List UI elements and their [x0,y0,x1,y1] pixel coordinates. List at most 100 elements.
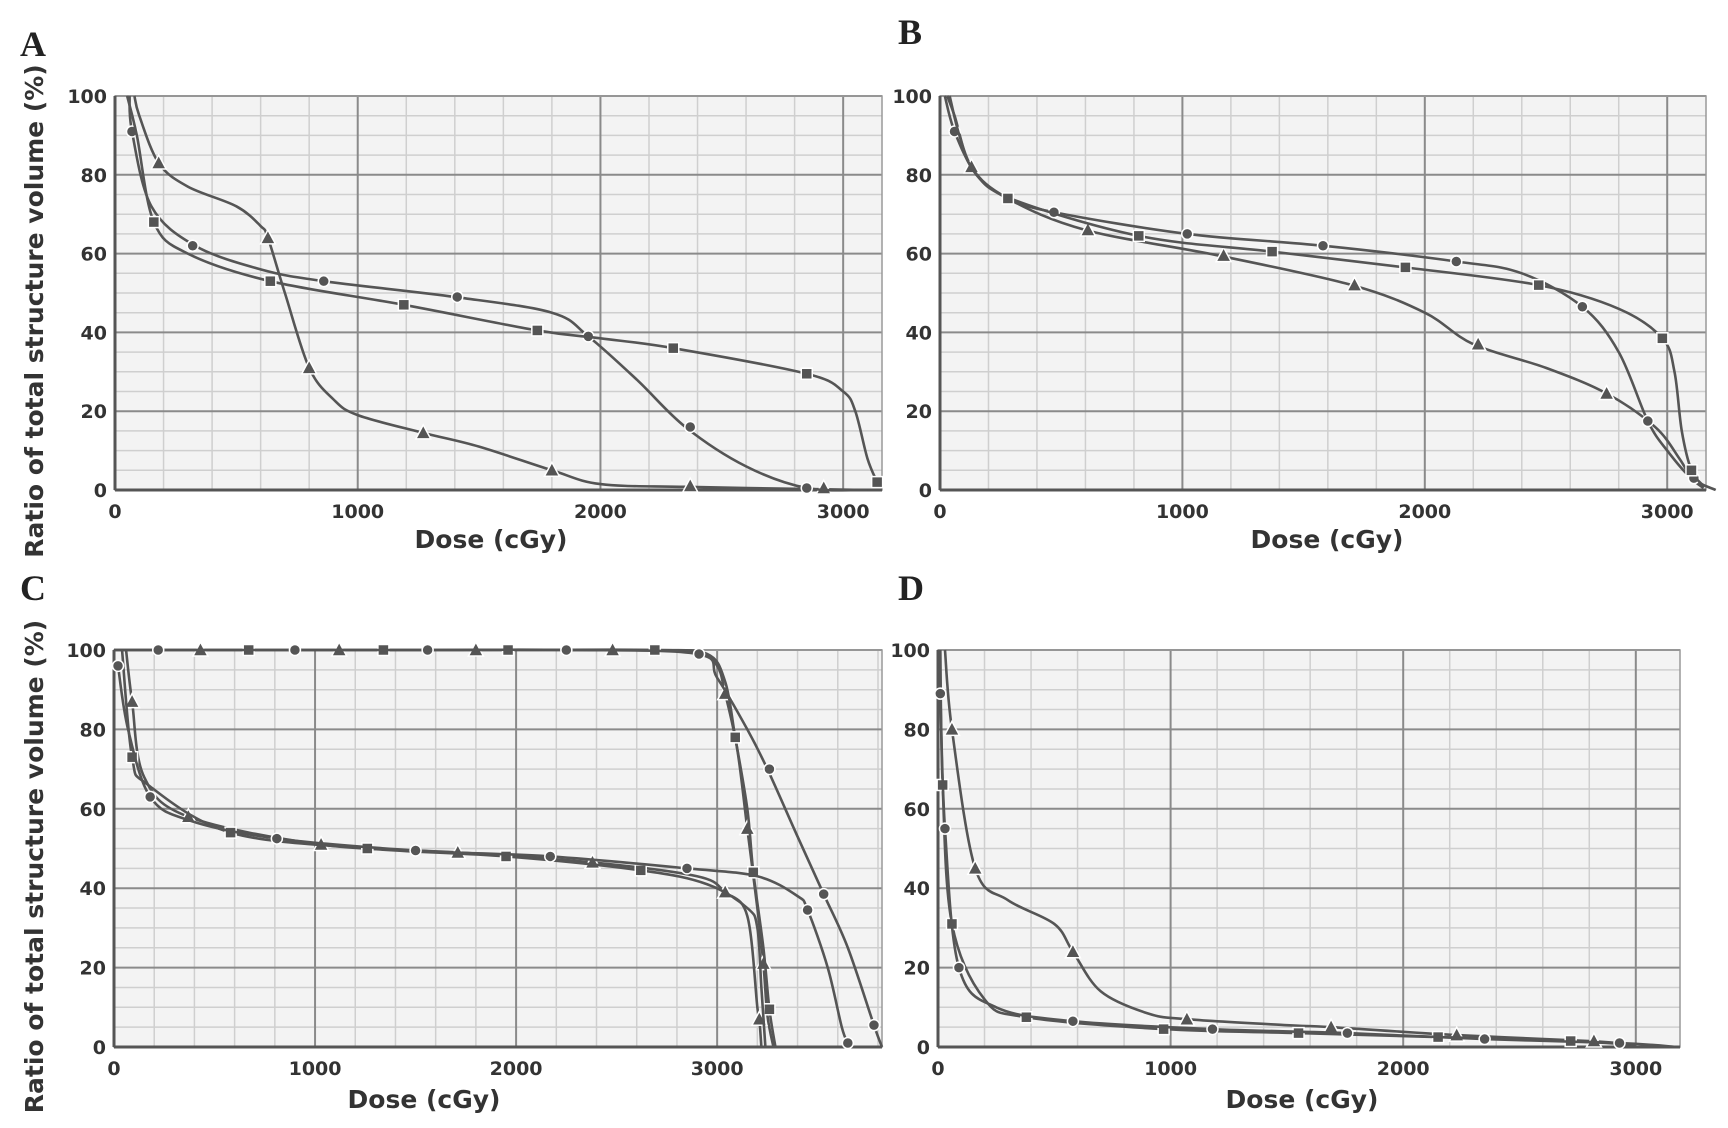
data-point-square [1399,261,1412,274]
data-point-circle [867,1018,881,1032]
y-tick-label: 0 [919,480,932,502]
x-tick-label: 0 [933,501,946,523]
data-point-circle [817,887,830,901]
x-tick-label: 3000 [1609,1058,1662,1080]
series-circle [934,649,1678,1050]
data-point-triangle [1469,334,1487,351]
x-tick-label: 0 [108,501,121,523]
panel-letter: D [898,568,924,608]
data-point-circle [763,762,776,776]
data-point-square [1157,1022,1170,1036]
data-point-circle [1316,239,1330,252]
y-tick-label: 100 [890,640,930,662]
data-point-circle [151,643,165,657]
data-point-circle [317,274,330,288]
y-tick-label: 20 [904,958,930,980]
x-tick-label: 2000 [490,1058,543,1080]
panel-a: A 0 1000 2000 3000 0 20 40 60 80 100 Dose (cGy) Rati… [20,24,884,558]
data-point-triangle [1064,942,1082,959]
data-point-circle [1341,1026,1354,1040]
y-tick-label: 0 [94,480,107,502]
data-point-square [1685,464,1698,477]
panel-letter: B [898,12,922,52]
data-point-square [728,731,742,744]
data-point-square [125,750,139,764]
data-point-triangle [738,819,757,836]
data-point-square [1532,278,1545,292]
data-point-triangle [259,228,277,245]
y-tick-label: 60 [906,244,932,266]
y-tick-label: 60 [904,799,930,821]
panel-b: B 0 1000 2000 3000 0 20 40 60 80 100 Dose (cGy) [892,12,1717,554]
y-tick-label: 20 [906,401,932,423]
y-tick-label: 100 [892,86,932,108]
data-point-triangle [1345,275,1364,292]
data-point-circle [288,643,302,657]
data-point-square [870,475,884,489]
x-tick-label: 2000 [1398,501,1451,523]
panel-letter: A [20,24,46,64]
x-axis-title: Dose (cGy) [1251,525,1404,554]
data-point-triangle [149,153,168,170]
data-point-square [1292,1026,1305,1040]
data-point-circle [841,1036,855,1050]
data-point-circle [1641,414,1655,428]
y-tick-label: 20 [80,958,106,980]
series-triangle [133,95,868,495]
series-square [948,95,1705,487]
data-point-circle [952,961,966,974]
data-point-circle [800,481,814,495]
data-point-square [763,1003,776,1016]
data-point-square [1132,229,1146,243]
x-tick-label: 0 [107,1058,120,1080]
data-point-square [1656,332,1669,345]
x-tick-label: 3000 [691,1058,744,1080]
series-circle [111,659,855,1050]
data-point-circle [1450,255,1463,268]
y-axis-title: Ratio of total structure volume (%) [20,64,49,557]
y-tick-label: 40 [81,322,107,344]
data-point-circle [450,290,464,304]
x-tick-label: 1000 [1156,501,1209,523]
data-point-circle [186,239,199,252]
data-point-circle [801,903,814,917]
data-point-triangle [414,423,433,440]
data-point-circle [1613,1036,1626,1050]
data-point-triangle [1597,383,1616,401]
data-point-square [531,324,544,337]
data-point-circle [680,862,694,875]
series-circle [113,643,884,1048]
x-axis-title: Dose (cGy) [415,525,568,554]
y-tick-label: 40 [906,322,932,344]
y-tick-label: 80 [80,719,106,741]
data-point-circle [1181,227,1194,241]
data-point-circle [1576,300,1589,314]
data-point-circle [409,844,422,857]
y-tick-label: 0 [93,1037,106,1059]
x-tick-label: 2000 [574,501,627,523]
data-point-triangle [543,460,561,478]
data-point-square [747,866,760,879]
y-tick-label: 80 [81,165,107,187]
x-tick-label: 3000 [1641,501,1694,523]
panel-d: D 0 1000 2000 3000 0 20 40 60 80 100 Dose (cGy) [890,568,1681,1114]
data-point-circle [111,659,125,673]
y-tick-label: 80 [904,719,930,741]
data-point-triangle [943,719,961,737]
x-tick-label: 3000 [817,501,870,523]
y-tick-label: 100 [66,640,106,662]
data-point-triangle [681,476,700,493]
data-point-circle [684,420,697,434]
data-point-circle [270,832,284,845]
y-tick-label: 60 [80,799,106,821]
data-point-square [264,274,277,288]
y-tick-label: 80 [906,165,932,187]
data-point-triangle [123,692,141,709]
data-point-circle [560,643,573,657]
series-line [133,95,868,492]
x-axis-title: Dose (cGy) [1226,1085,1379,1114]
y-tick-label: 40 [80,878,106,900]
data-point-triangle [1079,220,1097,237]
series-line [937,649,1678,1049]
